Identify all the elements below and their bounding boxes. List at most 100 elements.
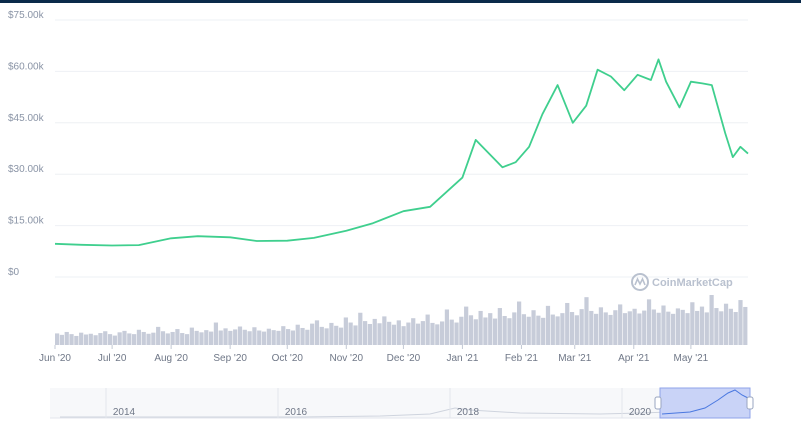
coinmarketcap-watermark: CoinMarketCap — [631, 273, 733, 291]
volume-bar — [685, 313, 690, 345]
volume-bar — [420, 321, 425, 345]
volume-bar — [594, 313, 599, 345]
volume-bar — [286, 329, 291, 345]
volume-bar — [281, 326, 286, 345]
volume-bar — [411, 318, 416, 345]
coinmarketcap-logo-icon — [631, 273, 649, 291]
volume-bar — [64, 331, 69, 345]
volume-bar — [223, 328, 228, 345]
volume-bar — [449, 319, 454, 345]
volume-bar — [444, 309, 450, 345]
volume-bar — [492, 318, 498, 345]
volume-bar — [430, 322, 435, 345]
volume-bar — [709, 295, 714, 345]
navigator-left-handle[interactable] — [654, 396, 662, 410]
volume-bar — [468, 315, 474, 345]
volume-bar — [175, 329, 180, 345]
y-tick-label: $75.00k — [8, 10, 45, 21]
volume-bar — [695, 310, 700, 345]
volume-bar — [473, 319, 478, 345]
volume-bar — [743, 306, 748, 345]
volume-bar — [242, 329, 247, 345]
volume-bar — [637, 313, 642, 345]
volume-bar — [454, 322, 459, 345]
price-line[interactable] — [54, 58, 749, 247]
volume-bar — [305, 329, 310, 345]
volume-bar — [618, 304, 623, 345]
volume-bar — [199, 332, 204, 345]
volume-bar — [661, 305, 666, 345]
volume-bar — [377, 323, 382, 345]
volume-bar — [319, 326, 324, 345]
navigator-right-handle[interactable] — [746, 396, 754, 410]
volume-bar — [569, 312, 575, 345]
volume-bar — [276, 330, 281, 345]
volume-bar — [396, 320, 401, 345]
volume-bar — [103, 331, 108, 345]
volume-bar — [574, 315, 579, 345]
volume-bar — [478, 310, 483, 345]
x-tick-label: May '21 — [674, 353, 709, 364]
volume-bar — [324, 328, 329, 345]
volume-bar — [271, 330, 276, 345]
x-tick-label: Nov '20 — [329, 353, 363, 364]
volume-bar — [603, 312, 608, 345]
y-tick-label: $0 — [8, 267, 20, 278]
volume-bar — [435, 324, 440, 345]
volume-bar — [146, 333, 151, 345]
range-navigator[interactable]: 2014 2016 2018 2020 — [50, 387, 754, 419]
volume-bar — [218, 330, 223, 345]
volume-bar — [295, 324, 300, 345]
x-tick-label: Dec '20 — [387, 353, 421, 364]
volume-bar — [536, 315, 541, 345]
volume-bar — [204, 330, 209, 345]
volume-bar — [627, 311, 632, 345]
volume-bar — [290, 330, 296, 345]
volume-bar — [367, 323, 373, 345]
volume-bar — [680, 309, 685, 345]
volume-bar — [406, 322, 411, 345]
volume-bars — [55, 295, 748, 345]
volume-bar — [59, 334, 65, 345]
volume-bar — [579, 309, 584, 345]
volume-bar — [252, 327, 257, 345]
navigator-year-label: 2016 — [285, 407, 308, 418]
volume-bar — [488, 313, 493, 345]
volume-bar — [117, 332, 122, 345]
volume-bar — [382, 316, 387, 345]
x-tick-label: Mar '21 — [558, 353, 591, 364]
x-axis-ticks: Jun '20 Jul '20 Aug '20 Sep '20 Oct '20 Nov '… — [39, 345, 709, 364]
volume-bar — [598, 307, 604, 345]
volume-bar — [189, 327, 194, 345]
volume-bar — [151, 332, 156, 345]
volume-bar — [107, 334, 113, 345]
x-tick-label: Sep '20 — [213, 353, 247, 364]
volume-bar — [372, 318, 377, 345]
volume-bar — [483, 317, 488, 345]
x-tick-label: Oct '20 — [272, 353, 304, 364]
volume-bar — [88, 333, 93, 345]
volume-bar — [343, 317, 348, 345]
volume-bar — [675, 308, 681, 345]
volume-bar — [112, 335, 117, 345]
x-tick-label: Jan '21 — [446, 353, 478, 364]
volume-bar — [98, 333, 103, 345]
volume-bar — [728, 308, 733, 345]
grid-lines — [55, 19, 748, 278]
x-tick-label: Feb '21 — [505, 353, 538, 364]
volume-bar — [671, 313, 676, 345]
volume-bar — [353, 325, 358, 345]
volume-bar — [55, 333, 60, 345]
x-tick-label: Jul '20 — [98, 353, 127, 364]
volume-bar — [651, 309, 656, 345]
volume-bar — [338, 327, 344, 345]
volume-bar — [440, 321, 445, 345]
y-tick-label: $60.00k — [8, 61, 45, 72]
volume-bar — [459, 316, 464, 345]
volume-bar — [719, 311, 724, 345]
volume-bar — [310, 323, 315, 345]
volume-bar — [656, 312, 661, 345]
volume-bar — [613, 310, 618, 345]
volume-bar — [589, 310, 594, 345]
